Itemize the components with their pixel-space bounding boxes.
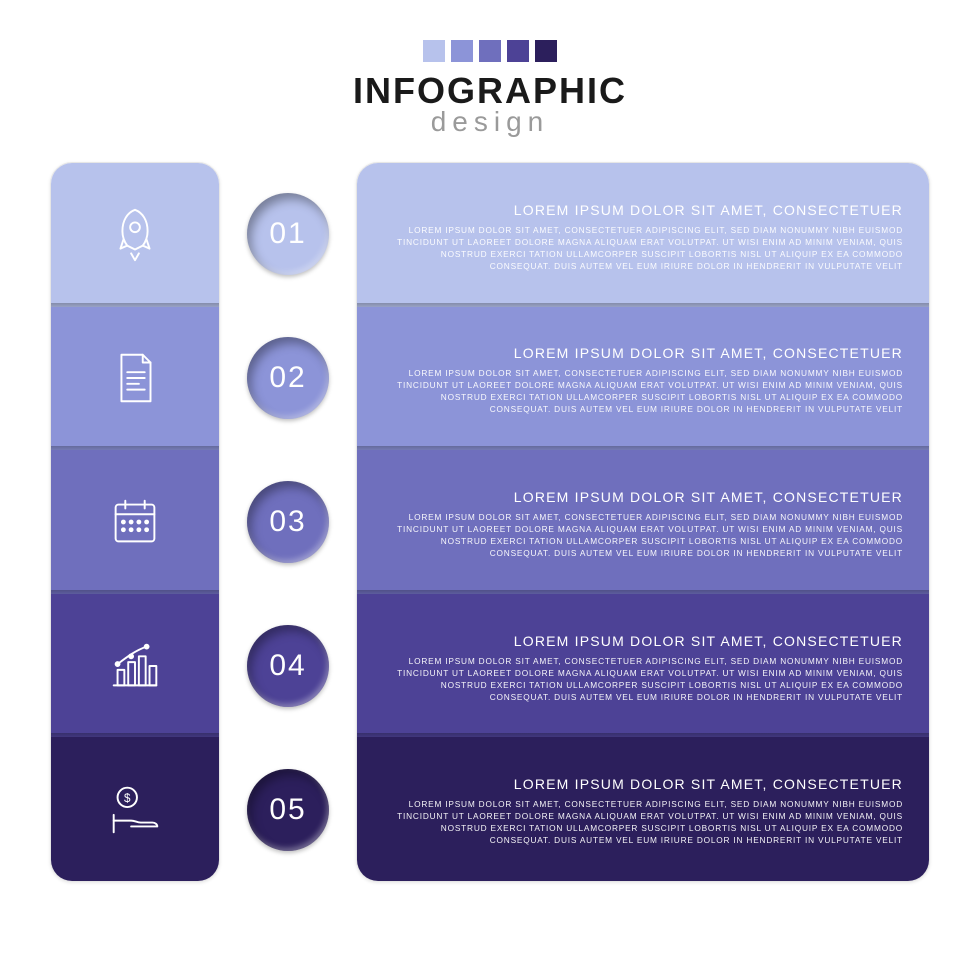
infographic-body: 01 02 03 04 05 LOREM IPSUM DOLOR SIT AME… [50,162,930,882]
step-title-2: LOREM IPSUM DOLOR SIT AMET, CONSECTETUER [383,345,903,361]
number-column: 01 02 03 04 05 [238,162,338,882]
icon-cell-4 [51,594,219,738]
step-body-3: LOREM IPSUM DOLOR SIT AMET, CONSECTETUER… [383,511,903,559]
step-title-4: LOREM IPSUM DOLOR SIT AMET, CONSECTETUER [383,633,903,649]
num-cell-1: 01 [238,162,338,306]
swatch-1 [423,40,445,62]
step-badge-3: 03 [247,481,329,563]
icon-cell-1 [51,163,219,307]
step-badge-4: 04 [247,625,329,707]
step-badge-2: 02 [247,337,329,419]
money-hand-icon [104,778,166,840]
step-badge-1: 01 [247,193,329,275]
step-body-1: LOREM IPSUM DOLOR SIT AMET, CONSECTETUER… [383,224,903,272]
text-cell-3: LOREM IPSUM DOLOR SIT AMET, CONSECTETUER… [357,450,929,594]
rocket-icon [104,204,166,266]
icon-cell-5 [51,737,219,881]
swatch-2 [451,40,473,62]
document-icon [104,347,166,409]
step-body-5: LOREM IPSUM DOLOR SIT AMET, CONSECTETUER… [383,798,903,846]
icon-cell-2 [51,307,219,451]
num-cell-3: 03 [238,450,338,594]
step-title-5: LOREM IPSUM DOLOR SIT AMET, CONSECTETUER [383,776,903,792]
text-cell-4: LOREM IPSUM DOLOR SIT AMET, CONSECTETUER… [357,594,929,738]
step-badge-5: 05 [247,769,329,851]
palette-swatches [50,40,930,62]
step-body-4: LOREM IPSUM DOLOR SIT AMET, CONSECTETUER… [383,655,903,703]
calendar-icon [104,491,166,553]
icon-column [50,162,220,882]
num-cell-2: 02 [238,306,338,450]
text-column: LOREM IPSUM DOLOR SIT AMET, CONSECTETUER… [356,162,930,882]
text-cell-1: LOREM IPSUM DOLOR SIT AMET, CONSECTETUER… [357,163,929,307]
swatch-5 [535,40,557,62]
num-cell-5: 05 [238,738,338,882]
page-subtitle: design [50,106,930,138]
num-cell-4: 04 [238,594,338,738]
step-body-2: LOREM IPSUM DOLOR SIT AMET, CONSECTETUER… [383,367,903,415]
step-title-1: LOREM IPSUM DOLOR SIT AMET, CONSECTETUER [383,202,903,218]
text-cell-2: LOREM IPSUM DOLOR SIT AMET, CONSECTETUER… [357,307,929,451]
swatch-4 [507,40,529,62]
step-title-3: LOREM IPSUM DOLOR SIT AMET, CONSECTETUER [383,489,903,505]
icon-cell-3 [51,450,219,594]
text-cell-5: LOREM IPSUM DOLOR SIT AMET, CONSECTETUER… [357,737,929,881]
bar-chart-icon [104,635,166,697]
swatch-3 [479,40,501,62]
header: INFOGRAPHIC design [50,40,930,138]
